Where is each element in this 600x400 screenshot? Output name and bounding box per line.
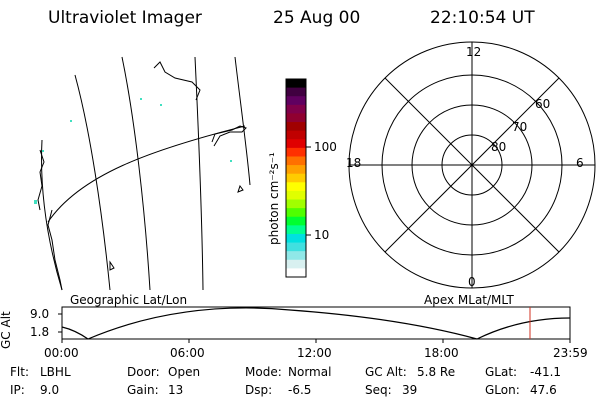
colorbar-unit-label: photon cm⁻²s⁻¹ — [267, 152, 281, 245]
latitude-line — [47, 125, 246, 223]
glon-label: GLon: — [485, 383, 520, 397]
timeline-xtick-0000: 00:00 — [44, 346, 79, 360]
colorbar-tick-label-100: 100 — [314, 140, 337, 154]
geographic-panel-label: Geographic Lat/Lon — [70, 293, 188, 307]
timeline-xtick-2359: 23:59 — [553, 346, 588, 360]
seq-label: Seq: — [365, 383, 392, 397]
ip-value: 9.0 — [40, 383, 60, 397]
island-outline — [109, 260, 115, 271]
timeline-ylabel: GC Alt — [0, 311, 13, 349]
meridian-line — [41, 139, 63, 291]
colorbar-swatch — [286, 216, 306, 226]
colorbar-swatch — [286, 199, 306, 209]
colorbar-tick-label-10: 10 — [314, 228, 330, 242]
coastline — [37, 149, 45, 211]
mlt-label-6: 6 — [576, 156, 584, 170]
door-value: Open — [168, 365, 201, 379]
colorbar-frame — [285, 78, 307, 278]
ip-label: IP: — [10, 383, 25, 397]
meridian-line — [121, 56, 151, 291]
colorbar-swatch — [286, 87, 306, 97]
date-label: 25 Aug 00 — [273, 8, 361, 28]
colorbar-swatch — [286, 165, 306, 175]
mode-value: Normal — [288, 365, 332, 379]
time-label: 22:10:54 UT — [430, 8, 535, 28]
colorbar-swatch — [286, 182, 306, 192]
gc-alt-label: GC Alt: — [365, 365, 407, 379]
timeline-ticks — [58, 313, 571, 343]
colorbar-swatch — [286, 113, 306, 123]
mlt-label-0: 0 — [468, 275, 476, 289]
emission-specks — [34, 98, 232, 204]
colorbar-swatch — [286, 242, 306, 252]
colorbar-swatch — [286, 79, 306, 89]
coastline — [47, 209, 63, 291]
mode-label: Mode: — [245, 365, 282, 379]
colorbar-swatch — [286, 233, 306, 244]
timeline-xtick-0600: 06:00 — [170, 346, 205, 360]
colorbar-swatch — [286, 251, 306, 261]
colorbar-swatch — [286, 190, 306, 201]
gain-value: 13 — [168, 383, 184, 397]
colorbar-swatch — [286, 139, 306, 149]
colorbar-swatch — [286, 104, 306, 114]
instrument-title: Ultraviolet Imager — [48, 8, 202, 28]
glat-value: -41.1 — [530, 365, 562, 379]
timeline-ytick-9: 9.0 — [30, 307, 50, 321]
colorbar-swatch — [286, 147, 306, 157]
colorbar-ticks — [306, 146, 311, 236]
colorbar-swatch — [286, 96, 306, 106]
gc-alt-value: 5.8 Re — [417, 365, 456, 379]
colorbar-swatch — [286, 208, 306, 218]
filter-label: Flt: — [10, 365, 29, 379]
mlt-label-18: 18 — [346, 156, 362, 170]
gain-label: Gain: — [127, 383, 159, 397]
dsp-value: -6.5 — [288, 383, 312, 397]
coastline — [211, 125, 247, 147]
colorbar-swatch — [286, 173, 306, 183]
meridian-line — [194, 56, 204, 291]
seq-value: 39 — [402, 383, 418, 397]
mlt-label-12: 12 — [466, 45, 482, 59]
colorbar-swatch — [286, 268, 306, 278]
meridian-line — [74, 74, 111, 291]
coastline — [153, 61, 201, 101]
geographic-map — [37, 56, 251, 291]
polar-diagonal — [384, 77, 560, 253]
colorbar-swatch — [286, 156, 306, 166]
colorbar-swatch — [286, 130, 306, 140]
glon-value: 47.6 — [530, 383, 557, 397]
glat-label: GLat: — [485, 365, 518, 379]
apex-panel-label: Apex MLat/MLT — [424, 293, 514, 307]
colorbar — [286, 79, 306, 278]
meridian-line — [234, 56, 251, 186]
colorbar-swatch — [286, 259, 306, 269]
timeline-xtick-1200: 12:00 — [297, 346, 332, 360]
mlat-label-60: 60 — [535, 97, 551, 111]
colorbar-swatch — [286, 122, 306, 132]
island-outline — [237, 184, 244, 193]
timeline-xtick-1800: 18:00 — [424, 346, 459, 360]
door-label: Door: — [127, 365, 160, 379]
mlat-label-70: 70 — [512, 120, 528, 134]
timeline-ytick-1-8: 1.8 — [30, 325, 50, 339]
colorbar-swatch — [286, 225, 306, 235]
mlat-label-80: 80 — [491, 140, 507, 154]
polar-grid — [348, 41, 596, 289]
dsp-label: Dsp: — [245, 383, 273, 397]
orbit-altitude-curve — [61, 307, 571, 340]
filter-value: LBHL — [40, 365, 71, 379]
